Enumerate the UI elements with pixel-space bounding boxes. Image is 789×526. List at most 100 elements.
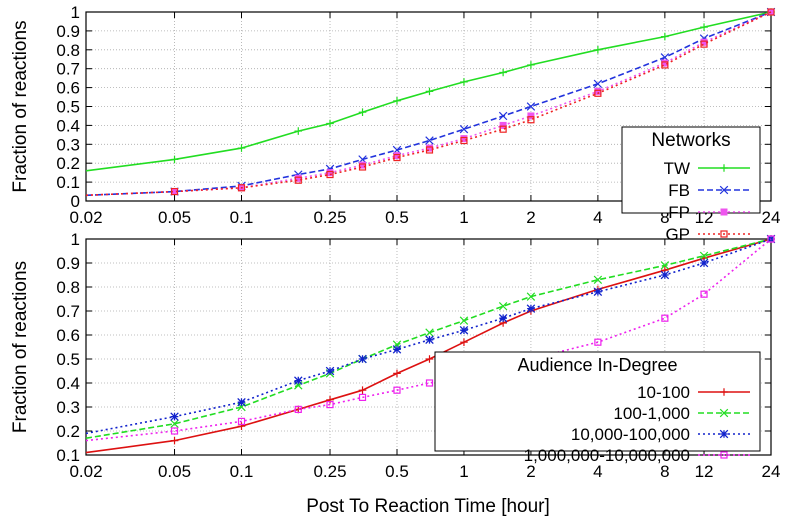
- x-tick-label: 0.1: [230, 462, 254, 481]
- data-point: [527, 116, 535, 124]
- legend-box: [621, 126, 761, 214]
- data-point: [425, 379, 434, 387]
- y-tick-label: 0.4: [56, 374, 80, 393]
- series-gp: [85, 8, 775, 197]
- data-point: [358, 393, 367, 401]
- legend-marker: [720, 388, 728, 396]
- legend-marker: [719, 429, 729, 439]
- data-point: [393, 369, 401, 378]
- data-point: [170, 419, 179, 429]
- data-point: [700, 23, 708, 31]
- legend-marker: [720, 451, 728, 459]
- y-tick-label: 1: [71, 230, 80, 249]
- data-point: [294, 376, 303, 385]
- data-point: [767, 8, 775, 16]
- data-point: [393, 153, 401, 162]
- data-point: [699, 258, 709, 268]
- x-tick-label: 4: [593, 462, 602, 481]
- data-point: [661, 61, 669, 69]
- legend-marker: [719, 408, 729, 418]
- data-point: [498, 313, 508, 323]
- x-tick-label: 8: [660, 462, 669, 481]
- data-point: [294, 176, 302, 184]
- legend-label: 10,000-100,000: [571, 425, 690, 444]
- data-point: [700, 40, 708, 48]
- data-point: [326, 170, 334, 179]
- data-point: [358, 386, 367, 394]
- data-point: [498, 111, 508, 121]
- data-point: [594, 338, 602, 346]
- data-point: [660, 261, 670, 270]
- data-point: [459, 325, 469, 335]
- y-tick-label: 0.5: [56, 98, 80, 117]
- data-point: [170, 187, 179, 196]
- data-point: [767, 235, 775, 243]
- data-point: [326, 396, 334, 404]
- x-tick-label: 1: [459, 462, 468, 481]
- data-point: [392, 345, 402, 354]
- data-point: [498, 301, 508, 311]
- data-point: [237, 422, 246, 430]
- data-point: [459, 316, 469, 325]
- y-tick-label: 0.2: [56, 422, 80, 441]
- y-tick-label: 0.8: [56, 41, 80, 60]
- legend-label: 100-1,000: [613, 404, 690, 423]
- x-tick-label: 2: [526, 462, 535, 481]
- y-tick-label: 0.8: [56, 278, 80, 297]
- data-point: [460, 136, 468, 145]
- y-tick-label: 0.1: [56, 173, 80, 192]
- x-tick-label: 12: [695, 462, 714, 481]
- data-point: [294, 405, 302, 413]
- data-point: [425, 335, 434, 345]
- x-tick-label: 8: [660, 208, 669, 227]
- data-point: [593, 287, 603, 297]
- y-tick-label: 0.7: [56, 302, 80, 321]
- data-point: [170, 436, 179, 445]
- legend-marker: [719, 185, 729, 195]
- legend-title: Audience In-Degree: [517, 355, 677, 375]
- x-tick-label: 2: [526, 208, 535, 227]
- data-point: [593, 79, 603, 89]
- data-point: [593, 275, 603, 285]
- data-point: [526, 292, 536, 301]
- data-point: [325, 366, 335, 376]
- data-point: [660, 270, 670, 280]
- legend-box: [434, 351, 761, 452]
- data-point: [527, 61, 535, 69]
- data-point: [425, 87, 434, 96]
- plot-frame: [85, 11, 772, 202]
- data-point: [527, 112, 535, 120]
- legend: Networks TW FB FP GP: [621, 126, 761, 244]
- x-tick-label: 0.05: [158, 208, 191, 227]
- data-point: [425, 136, 434, 145]
- y-tick-label: 0.6: [56, 79, 80, 98]
- data-point: [661, 314, 669, 322]
- legend-title: Networks: [651, 130, 730, 151]
- data-point: [358, 108, 367, 116]
- y-tick-label: 0.6: [56, 326, 80, 345]
- y-tick-label: 0.3: [56, 398, 80, 417]
- y-tick-label: 0.9: [56, 254, 80, 273]
- data-point: [661, 32, 669, 41]
- x-tick-label: 0.1: [230, 208, 254, 227]
- data-point: [526, 102, 536, 111]
- data-point: [170, 412, 179, 421]
- data-point: [170, 427, 179, 435]
- legend-marker: [720, 164, 728, 172]
- x-tick-label: 0.25: [313, 208, 346, 227]
- data-point: [358, 163, 367, 171]
- series-line: [85, 11, 772, 197]
- x-tick-label: 0.5: [385, 462, 409, 481]
- y-tick-label: 0: [71, 192, 80, 211]
- data-point: [700, 290, 708, 298]
- data-point: [237, 397, 246, 407]
- data-point: [460, 78, 468, 86]
- x-tick-label: 4: [593, 208, 602, 227]
- data-point: [460, 338, 468, 346]
- data-point: [170, 155, 179, 164]
- data-point: [425, 146, 434, 154]
- y-axis-title: Fraction of reactions: [10, 20, 31, 192]
- x-tick-label: 1: [459, 208, 468, 227]
- legend-label: 10-100: [637, 383, 690, 402]
